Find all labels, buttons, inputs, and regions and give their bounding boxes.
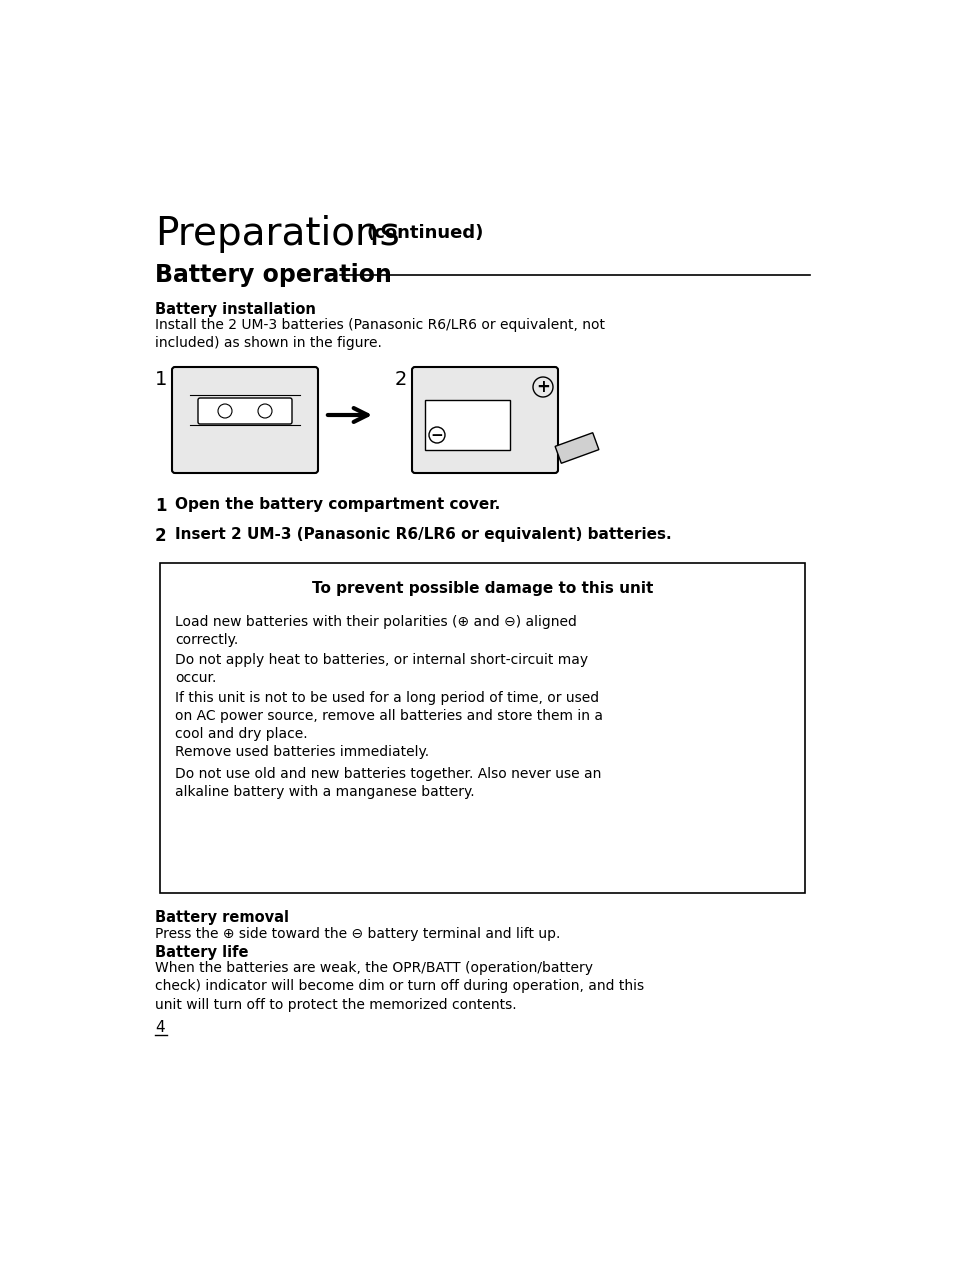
Text: Do not apply heat to batteries, or internal short-circuit may
occur.: Do not apply heat to batteries, or inter… <box>174 653 587 685</box>
Text: 4: 4 <box>154 1020 165 1035</box>
Text: Battery life: Battery life <box>154 945 248 960</box>
Text: Remove used batteries immediately.: Remove used batteries immediately. <box>174 745 429 759</box>
FancyBboxPatch shape <box>198 398 292 425</box>
Text: Press the ⊕ side toward the ⊖ battery terminal and lift up.: Press the ⊕ side toward the ⊖ battery te… <box>154 927 559 941</box>
Polygon shape <box>555 432 598 463</box>
FancyBboxPatch shape <box>412 367 558 473</box>
Text: When the batteries are weak, the OPR/BATT (operation/battery
check) indicator wi: When the batteries are weak, the OPR/BAT… <box>154 961 643 1012</box>
Text: Do not use old and new batteries together. Also never use an
alkaline battery wi: Do not use old and new batteries togethe… <box>174 768 600 799</box>
Text: Battery removal: Battery removal <box>154 910 289 924</box>
FancyBboxPatch shape <box>172 367 317 473</box>
Text: Load new batteries with their polarities (⊕ and ⊖) aligned
correctly.: Load new batteries with their polarities… <box>174 615 577 646</box>
Text: If this unit is not to be used for a long period of time, or used
on AC power so: If this unit is not to be used for a lon… <box>174 691 602 741</box>
Text: 2: 2 <box>154 527 167 544</box>
Text: Open the battery compartment cover.: Open the battery compartment cover. <box>174 497 499 513</box>
Text: 1: 1 <box>154 370 167 389</box>
Text: Preparations: Preparations <box>154 215 399 252</box>
FancyBboxPatch shape <box>160 564 804 892</box>
Text: Battery installation: Battery installation <box>154 302 315 317</box>
FancyBboxPatch shape <box>424 400 510 450</box>
Text: (continued): (continued) <box>367 224 484 242</box>
Text: Battery operation: Battery operation <box>154 263 392 287</box>
Text: −: − <box>430 428 443 442</box>
Text: To prevent possible damage to this unit: To prevent possible damage to this unit <box>312 581 653 595</box>
Text: 1: 1 <box>154 497 167 515</box>
Text: 2: 2 <box>395 370 407 389</box>
Text: Insert 2 UM-3 (Panasonic R6/LR6 or equivalent) batteries.: Insert 2 UM-3 (Panasonic R6/LR6 or equiv… <box>174 527 671 542</box>
Text: Install the 2 UM-3 batteries (Panasonic R6/LR6 or equivalent, not
included) as s: Install the 2 UM-3 batteries (Panasonic … <box>154 317 604 351</box>
Text: +: + <box>536 377 549 397</box>
